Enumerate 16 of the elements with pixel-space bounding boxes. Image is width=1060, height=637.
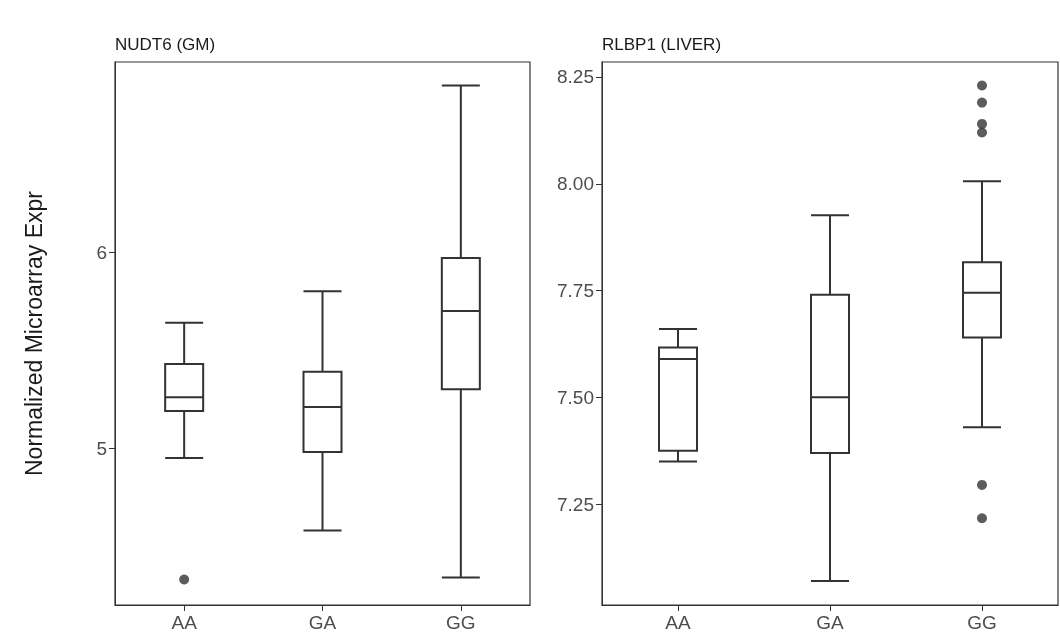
x-tick-label: GA [816, 612, 845, 633]
x-tick-label: AA [665, 612, 691, 633]
chart-title: NUDT6 (GM) [115, 34, 216, 54]
y-tick-label: 6 [96, 241, 107, 263]
y-tick-label: 8.00 [557, 173, 594, 195]
chart-title: RLBP1 (LIVER) [602, 34, 722, 54]
x-tick-label: GG [967, 612, 997, 633]
y-tick-label: 5 [96, 437, 107, 459]
x-tick-label: GA [308, 612, 337, 633]
y-tick-label: 7.75 [557, 280, 594, 302]
y-tick-label: 7.50 [557, 386, 594, 408]
y-tick-label: 8.25 [557, 66, 594, 88]
x-tick-label: AA [171, 612, 198, 633]
y-axis-title: Normalized Microarray Expr [20, 190, 47, 477]
x-tick-label: GG [446, 612, 476, 633]
y-tick-label: 7.25 [557, 493, 594, 515]
